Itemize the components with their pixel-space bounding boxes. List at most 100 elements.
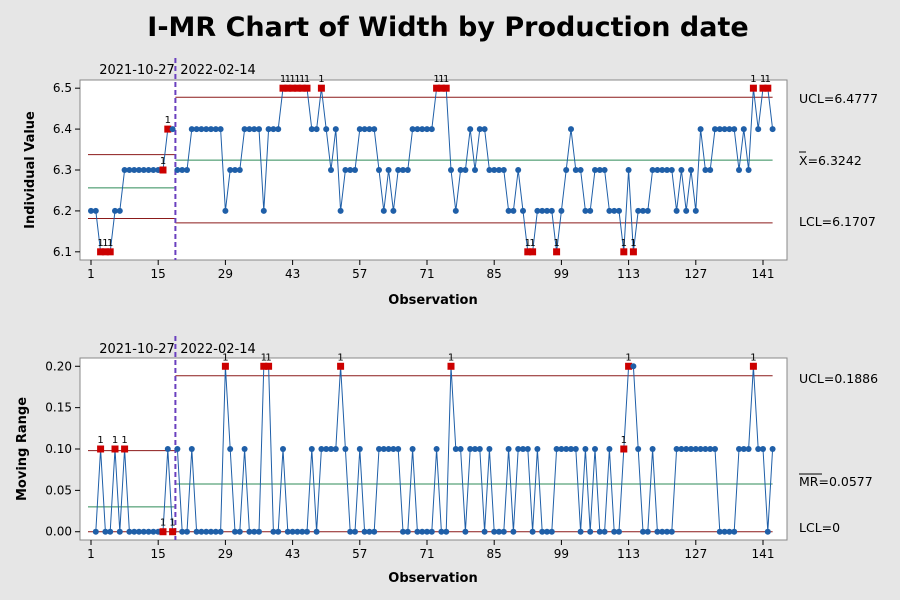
mr-data-point-108 <box>601 528 608 535</box>
mr-data-point-67 <box>404 528 411 535</box>
mr-data-point-51 <box>328 446 334 452</box>
individual-x-tick-label-9: 127 <box>684 267 707 281</box>
mr-flag-label-8: 1 <box>121 435 127 446</box>
individual-data-point-31 <box>232 167 238 173</box>
individual-data-point-10 <box>131 167 138 173</box>
individual-y-tick-label-2: 6.3 <box>53 163 72 177</box>
mr-data-point-131 <box>712 446 718 452</box>
mr-data-point-137 <box>740 446 747 452</box>
mr-out-of-control-point-3 <box>97 445 105 453</box>
mr-data-point-64 <box>390 446 397 452</box>
mr-flag-label-112: 1 <box>621 435 627 446</box>
individual-data-point-79 <box>462 167 469 173</box>
individual-out-of-control-point-98 <box>553 248 561 256</box>
individual-x-axis-title: Observation <box>388 293 477 308</box>
mr-out-of-control-point-29 <box>221 362 229 370</box>
individual-data-point-86 <box>496 167 502 173</box>
individual-data-point-85 <box>491 167 498 173</box>
individual-data-point-136 <box>736 167 742 173</box>
individual-data-point-99 <box>558 207 565 214</box>
individual-data-point-50 <box>323 126 330 133</box>
individual-data-point-39 <box>270 126 277 133</box>
individual-data-point-28 <box>217 126 224 133</box>
mr-out-of-control-point-53 <box>337 362 345 370</box>
mr-data-point-109 <box>606 446 613 452</box>
mr-data-point-12 <box>140 528 147 535</box>
mr-data-point-77 <box>452 446 459 452</box>
mr-data-point-97 <box>548 528 555 535</box>
individual-data-point-60 <box>371 126 378 133</box>
mr-x-tick-label-9: 127 <box>684 547 707 561</box>
mr-data-point-116 <box>640 528 646 535</box>
individual-data-point-55 <box>347 167 354 173</box>
individual-data-point-34 <box>246 126 253 133</box>
individual-out-of-control-point-46 <box>303 84 311 92</box>
mr-data-point-94 <box>534 446 541 452</box>
individual-data-point-58 <box>361 126 368 133</box>
individual-data-point-125 <box>683 207 690 214</box>
individual-flag-label-92: 1 <box>525 238 531 249</box>
individual-data-point-24 <box>198 126 205 133</box>
individual-out-of-control-point-41 <box>279 84 287 92</box>
individual-data-point-47 <box>308 126 315 133</box>
mr-data-point-23 <box>193 528 200 535</box>
mr-x-tick-label-5: 71 <box>419 547 434 561</box>
individual-x-tick-label-2: 29 <box>218 267 233 281</box>
individual-flag-label-3: 1 <box>97 238 103 249</box>
individual-data-point-38 <box>265 126 272 133</box>
individual-lcl-label: LCL=6.1707 <box>799 214 876 229</box>
moving-range-y-axis-title: Moving Range <box>15 397 30 501</box>
individual-data-point-6 <box>112 207 118 214</box>
individual-data-point-134 <box>726 126 733 133</box>
individual-data-point-121 <box>664 167 670 173</box>
individual-flag-label-75: 1 <box>443 74 449 85</box>
mr-data-point-121 <box>664 528 670 535</box>
mr-data-point-135 <box>731 528 738 535</box>
individual-data-point-62 <box>380 207 387 214</box>
mr-data-point-117 <box>644 528 651 535</box>
individual-out-of-control-point-5 <box>106 248 114 256</box>
individual-data-point-72 <box>428 126 435 133</box>
mr-stage-label-2: 2022-02-14 <box>180 342 256 357</box>
mr-y-tick-label-1: 0.05 <box>45 483 72 497</box>
mr-data-point-5 <box>107 528 114 535</box>
mr-data-point-84 <box>486 446 493 452</box>
individual-data-point-57 <box>356 126 363 133</box>
individual-data-point-115 <box>635 207 642 214</box>
individual-data-point-19 <box>174 167 181 173</box>
mr-data-point-120 <box>659 528 666 535</box>
individual-data-point-77 <box>452 207 459 214</box>
mr-data-point-81 <box>472 446 478 452</box>
individual-y-tick-label-3: 6.4 <box>53 122 72 136</box>
individual-data-point-26 <box>208 126 214 133</box>
individual-data-point-120 <box>659 167 666 173</box>
mr-data-point-50 <box>323 446 330 452</box>
individual-out-of-control-point-3 <box>97 248 105 256</box>
mr-data-point-17 <box>164 446 171 452</box>
mr-data-point-74 <box>438 528 445 535</box>
mr-flag-label-37: 1 <box>261 352 267 363</box>
individual-data-point-25 <box>203 126 210 133</box>
individual-data-point-1 <box>88 207 94 214</box>
individual-data-point-80 <box>467 126 474 133</box>
mr-data-point-33 <box>241 446 248 452</box>
mr-data-point-14 <box>150 528 157 535</box>
individual-data-point-87 <box>500 167 507 173</box>
individual-out-of-control-point-43 <box>289 84 297 92</box>
individual-data-point-67 <box>404 167 411 173</box>
individual-data-point-29 <box>222 207 229 214</box>
individual-out-of-control-point-73 <box>433 84 441 92</box>
mr-data-point-45 <box>299 528 306 535</box>
mr-data-point-103 <box>577 528 584 535</box>
individual-x-tick-label-6: 85 <box>487 267 502 281</box>
mr-data-point-36 <box>256 528 262 535</box>
mr-data-point-44 <box>294 528 301 535</box>
individual-data-point-12 <box>140 167 147 173</box>
individual-flag-label-16: 1 <box>160 156 166 167</box>
individual-data-point-101 <box>568 126 574 133</box>
individual-data-point-116 <box>640 207 646 214</box>
mr-data-point-104 <box>582 446 589 452</box>
individual-x-tick-label-1: 15 <box>151 267 166 281</box>
mr-data-point-93 <box>529 528 536 535</box>
